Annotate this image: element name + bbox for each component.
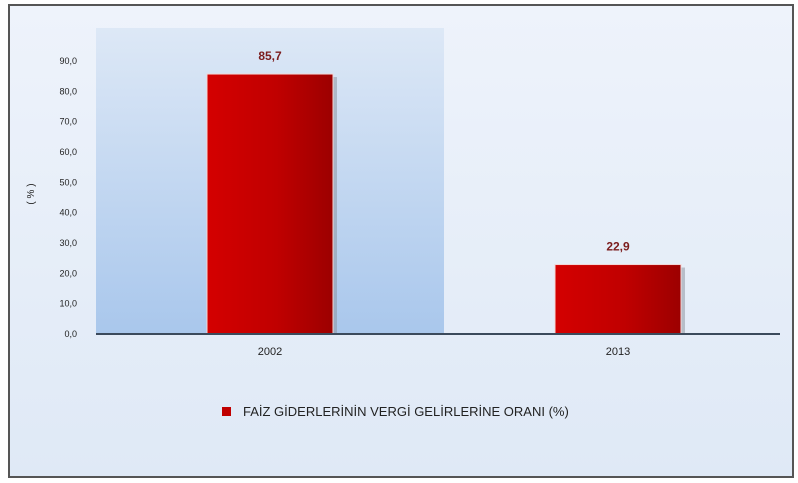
y-tick-label: 30,0	[59, 238, 77, 248]
y-tick-label: 60,0	[59, 147, 77, 157]
y-tick-label: 70,0	[59, 117, 77, 127]
bar-value-label: 85,7	[258, 49, 282, 63]
y-axis-label: ( % )	[26, 183, 37, 204]
legend-label: FAİZ GİDERLERİNİN VERGİ GELİRLERİNE ORAN…	[243, 404, 569, 419]
bar	[554, 264, 682, 335]
y-tick-label: 10,0	[59, 299, 77, 309]
y-tick-label: 90,0	[59, 56, 77, 66]
x-tick-label: 2013	[606, 346, 630, 358]
y-tick-label: 50,0	[59, 177, 77, 187]
legend-swatch	[222, 407, 231, 416]
y-tick-label: 20,0	[59, 268, 77, 278]
y-tick-label: 0,0	[64, 329, 77, 339]
y-tick-label: 40,0	[59, 208, 77, 218]
bar-value-label: 22,9	[606, 240, 630, 254]
y-tick-label: 80,0	[59, 86, 77, 96]
legend: FAİZ GİDERLERİNİN VERGİ GELİRLERİNE ORAN…	[222, 404, 569, 419]
bar	[206, 73, 334, 335]
x-tick-label: 2002	[258, 346, 282, 358]
